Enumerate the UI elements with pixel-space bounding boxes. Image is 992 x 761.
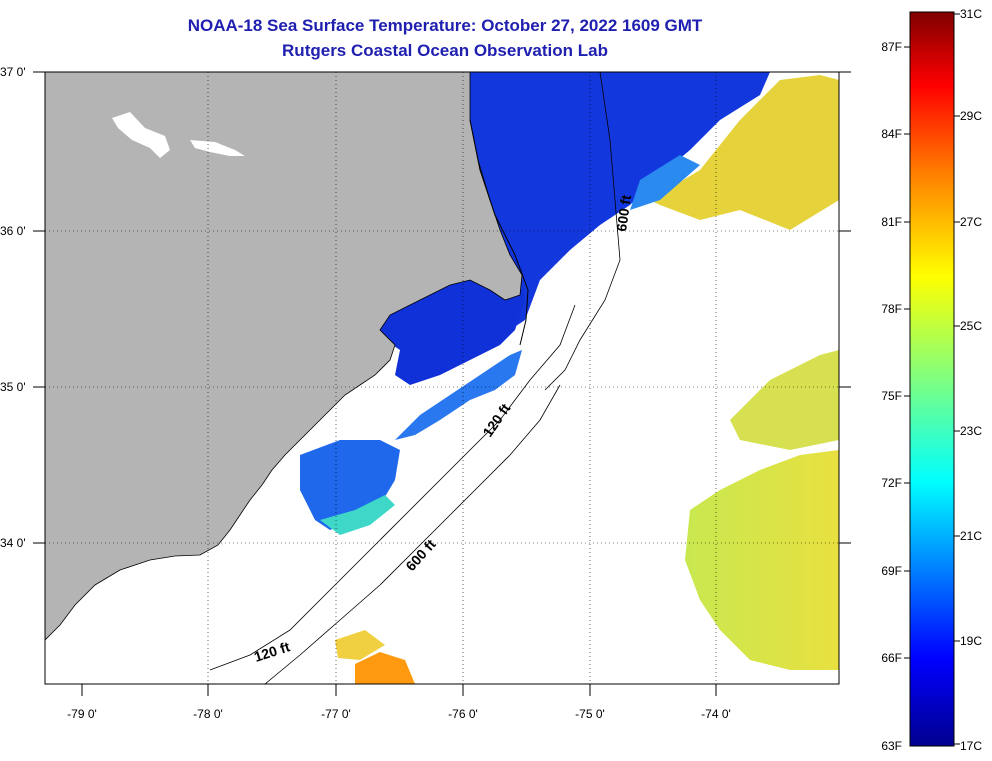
albemarle-inlet bbox=[112, 112, 170, 158]
lat-label: 34 0' bbox=[0, 536, 26, 550]
graticule bbox=[45, 72, 839, 684]
lat-label: 36 0' bbox=[0, 224, 26, 238]
colorbar-f-label: 72F bbox=[881, 476, 902, 490]
lat-label: 35 0' bbox=[0, 380, 26, 394]
colorbar-c-label: 19C bbox=[960, 634, 982, 648]
lat-label: 37 0' bbox=[0, 65, 26, 79]
colorbar-c-label: 17C bbox=[960, 739, 982, 753]
contour-label-600ft-north: 600 ft bbox=[613, 194, 634, 233]
colorbar-f-label: 84F bbox=[881, 127, 902, 141]
colorbar-f-label: 78F bbox=[881, 302, 902, 316]
lon-label: -77 0' bbox=[321, 707, 351, 721]
lon-label: -74 0' bbox=[701, 707, 731, 721]
map-frame bbox=[44, 71, 840, 685]
latitude-axis: 37 0' 36 0' 35 0' 34 0' bbox=[0, 65, 26, 550]
land-mass bbox=[45, 72, 523, 641]
longitude-axis: -79 0' -78 0' -77 0' -76 0' -75 0' -74 0… bbox=[67, 707, 731, 721]
colorbar: 87F 84F 81F 78F 75F 72F 69F 66F 63F 31C … bbox=[881, 7, 982, 753]
contour-120ft-line-shelf bbox=[209, 304, 576, 671]
map-subtitle: Rutgers Coastal Ocean Observation Lab bbox=[282, 41, 608, 60]
warm-water-fringe-s bbox=[335, 630, 385, 660]
colorbar-f-label: 66F bbox=[881, 651, 902, 665]
lon-label: -79 0' bbox=[67, 707, 97, 721]
cold-water-region-n bbox=[470, 72, 770, 330]
lon-label: -75 0' bbox=[575, 707, 605, 721]
colorbar-c-label: 29C bbox=[960, 109, 982, 123]
colorbar-c-label: 21C bbox=[960, 529, 982, 543]
warm-water-region-se bbox=[685, 450, 839, 670]
lon-label: -76 0' bbox=[448, 707, 478, 721]
contour-600ft-line-s bbox=[264, 384, 561, 684]
outer-banks bbox=[469, 119, 529, 346]
colorbar-c-label: 25C bbox=[960, 319, 982, 333]
colorbar-f-label: 81F bbox=[881, 215, 902, 229]
map-area bbox=[45, 72, 839, 684]
warm-water-region-ne bbox=[650, 75, 839, 230]
lon-label: -78 0' bbox=[193, 707, 223, 721]
contour-600ft-line-n bbox=[544, 72, 621, 391]
coastal-water-raleigh-bay bbox=[395, 350, 522, 440]
colorbar-f-label: 69F bbox=[881, 564, 902, 578]
colorbar-gradient bbox=[909, 11, 955, 747]
colorbar-f-label: 87F bbox=[881, 40, 902, 54]
albemarle-inlet-2 bbox=[190, 140, 245, 156]
colorbar-c-label: 23C bbox=[960, 424, 982, 438]
colorbar-f-label: 75F bbox=[881, 389, 902, 403]
warm-water-region-e bbox=[730, 350, 839, 450]
colorbar-c-label: 31C bbox=[960, 7, 982, 21]
map-title: NOAA-18 Sea Surface Temperature: October… bbox=[187, 16, 703, 35]
tick-marks bbox=[33, 71, 851, 696]
colorbar-c-label: 27C bbox=[960, 215, 982, 229]
warm-water-region-s bbox=[355, 652, 415, 684]
colorbar-f-label: 63F bbox=[881, 739, 902, 753]
cold-water-transition bbox=[630, 155, 700, 210]
coastal-water-onslow-fringe bbox=[320, 495, 395, 535]
